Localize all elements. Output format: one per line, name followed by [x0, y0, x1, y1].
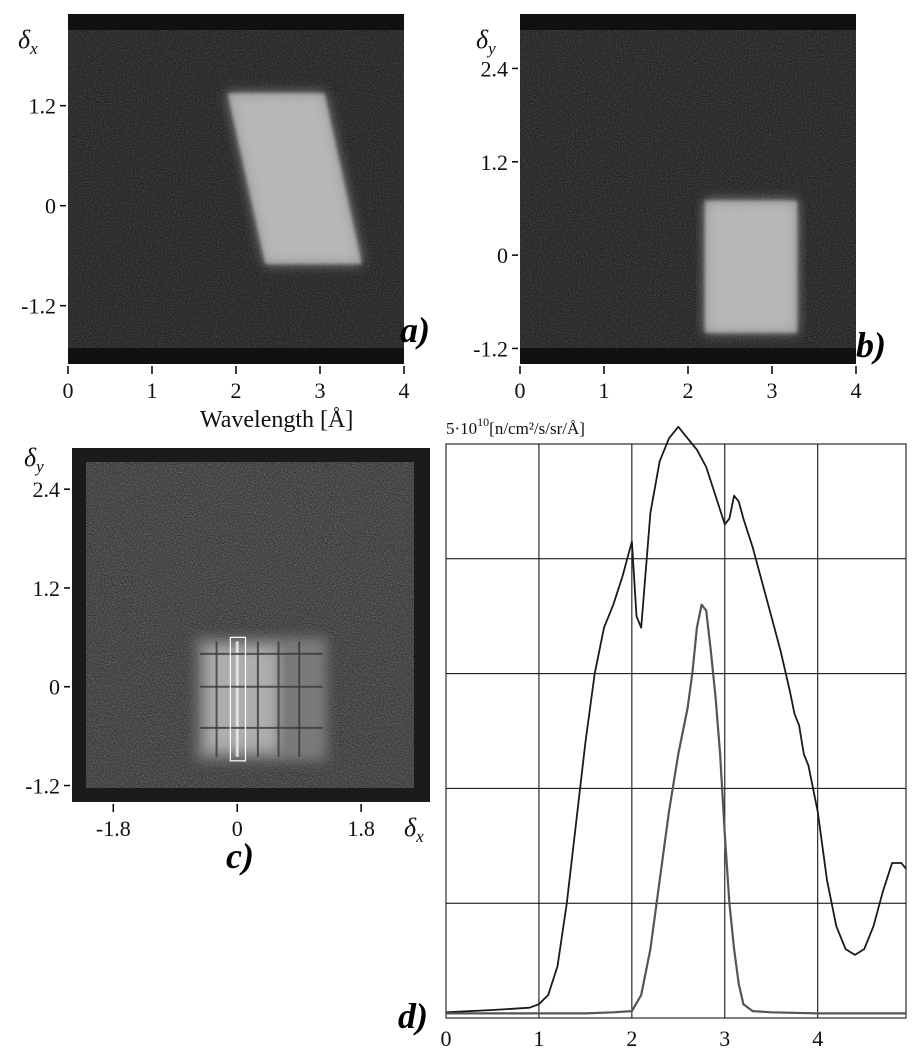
panel-b-axes: 0 1 2 3 4 2.4 1.2 0 -1.2 [473, 56, 861, 403]
panel-a-ylabel: δx [18, 25, 38, 58]
y-tick-label: 0 [49, 675, 60, 700]
panel-a-axes: 0 1 2 3 4 1.2 0 -1.2 [21, 94, 409, 403]
panel-d: 5·1010[n/cm²/s/sr/Å] 0 1 2 3 4 d) [398, 415, 907, 1050]
panel-a: 0 1 2 3 4 1.2 0 -1.2 δx Wavelength [Å] a) [18, 14, 430, 433]
panel-b: 0 1 2 3 4 2.4 1.2 0 -1.2 δy b) [473, 14, 886, 403]
panel-a-noise [68, 30, 404, 348]
x-tick-label: 3 [767, 378, 778, 403]
panel-c-axes: -1.8 0 1.8 2.4 1.2 0 -1.2 [25, 477, 375, 841]
x-tick-label: 2 [626, 1026, 637, 1050]
panel-c-ylabel: δy [24, 443, 44, 476]
x-tick-label: -1.8 [96, 816, 131, 841]
y-tick-label: 0 [497, 243, 508, 268]
x-tick-label: 4 [851, 378, 862, 403]
selection-box [229, 636, 247, 762]
panel-c: -1.8 0 1.8 2.4 1.2 0 -1.2 δy δx c) [24, 443, 430, 876]
y-tick-label: 1.2 [33, 576, 61, 601]
panel-b-tag: b) [856, 325, 886, 365]
y-tick-label: 2.4 [481, 56, 509, 81]
x-tick-label: 4 [812, 1026, 823, 1050]
y-tick-label: 2.4 [33, 477, 61, 502]
panel-b-intensity-region [704, 200, 798, 333]
y-tick-label: 1.2 [481, 150, 509, 175]
panel-a-intensity-region [227, 93, 362, 265]
x-tick-label: 2 [231, 378, 242, 403]
x-tick-label: 2 [683, 378, 694, 403]
x-tick-label: 3 [719, 1026, 730, 1050]
y-tick-label: -1.2 [21, 294, 56, 319]
y-tick-label: 1.2 [29, 94, 57, 119]
panel-b-noise [520, 30, 856, 348]
x-tick-label: 1 [599, 378, 610, 403]
y-tick-label: 0 [45, 194, 56, 219]
panel-d-unit-label: 5·1010[n/cm²/s/sr/Å] [446, 415, 585, 438]
x-tick-label: 0 [232, 816, 243, 841]
x-tick-label: 4 [399, 378, 410, 403]
x-tick-label: 1.8 [347, 816, 375, 841]
x-tick-label: 3 [315, 378, 326, 403]
x-tick-label: 0 [441, 1026, 452, 1050]
x-tick-label: 1 [147, 378, 158, 403]
panel-c-intensity-region [195, 636, 327, 762]
intensity-core [205, 647, 278, 751]
panel-c-xlabel: δx [404, 813, 424, 846]
x-tick-label: 1 [533, 1026, 544, 1050]
y-tick-label: -1.2 [473, 336, 508, 361]
x-tick-label: 0 [63, 378, 74, 403]
panel-c-tag: c) [226, 836, 254, 876]
x-tick-label: 0 [515, 378, 526, 403]
series-line-1 [445, 425, 907, 1014]
y-tick-label: -1.2 [25, 774, 60, 799]
panel-a-tag: a) [400, 310, 430, 350]
panel-d-tag: d) [398, 996, 428, 1036]
panel-d-plot: 0 1 2 3 4 [441, 425, 907, 1050]
series-line-2 [446, 603, 906, 1015]
plot-frame [445, 443, 907, 1019]
panel-b-ylabel: δy [476, 25, 496, 58]
panel-a-xlabel: Wavelength [Å] [200, 407, 353, 433]
